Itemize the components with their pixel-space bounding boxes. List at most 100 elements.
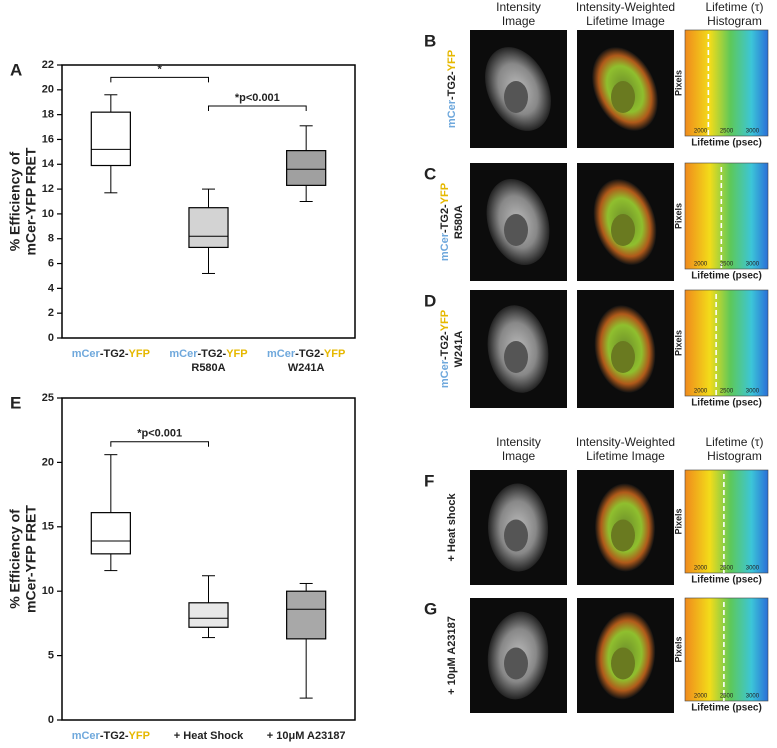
hist-tick-label: 3000 xyxy=(746,129,760,135)
hist-y-label: Pixels xyxy=(673,330,683,356)
y-tick-label: 20 xyxy=(42,84,54,96)
hist-tick-label: 3000 xyxy=(746,389,760,395)
plot-frame xyxy=(61,397,356,721)
hist-tick-label: 3000 xyxy=(746,694,760,700)
column-header: Image xyxy=(502,449,536,463)
y-tick-label: 15 xyxy=(42,521,54,533)
x-tick-label-part: mCer xyxy=(267,348,296,360)
row-label-part: mCer xyxy=(446,99,458,128)
box xyxy=(286,150,327,186)
hist-y-label: Pixels xyxy=(673,636,683,662)
box xyxy=(188,602,229,628)
y-tick-label: 20 xyxy=(42,456,54,468)
hist-tick-label: 2500 xyxy=(720,129,734,135)
row-label-part: -TG2- xyxy=(439,331,451,360)
hist-tick-label: 3000 xyxy=(746,262,760,268)
significance-bracket xyxy=(110,76,209,83)
column-header: Intensity-Weighted xyxy=(576,0,675,14)
hist-x-label: Lifetime (psec) xyxy=(691,271,762,282)
hist-tick-label: 3000 xyxy=(746,566,760,572)
y-tick-label: 4 xyxy=(48,282,55,294)
hist-tick-label: 2500 xyxy=(720,566,734,572)
row-label-part: YFP xyxy=(439,183,451,204)
plot-frame xyxy=(61,64,356,339)
x-tick-sublabel: W241A xyxy=(288,362,325,374)
y-tick-label: 22 xyxy=(42,59,54,71)
hist-y-label: Pixels xyxy=(673,203,683,229)
y-tick-label: 16 xyxy=(42,133,54,145)
x-tick-label-part: + Heat Shock xyxy=(174,730,244,742)
y-tick-label: 6 xyxy=(48,257,54,269)
hist-tick-label: 2000 xyxy=(694,694,708,700)
x-tick-label-part: YFP xyxy=(129,348,150,360)
box xyxy=(90,111,131,167)
nucleus xyxy=(611,647,635,680)
nucleus xyxy=(611,341,635,373)
hist-x-label: Lifetime (psec) xyxy=(691,703,762,714)
x-tick-label: mCer-TG2-YFP xyxy=(267,348,345,360)
x-tick-label: mCer-TG2-YFP xyxy=(72,348,150,360)
x-tick-label-part: mCer xyxy=(72,730,101,742)
column-header: Lifetime (τ) xyxy=(705,435,763,449)
histogram xyxy=(684,29,769,137)
row-label-part: -TG2- xyxy=(446,71,458,100)
hist-tick-label: 2000 xyxy=(694,566,708,572)
x-tick-label-part: YFP xyxy=(226,348,247,360)
y-tick-label: 8 xyxy=(48,233,54,245)
nucleus xyxy=(611,81,635,113)
x-tick-label: mCer-TG2-YFP xyxy=(169,348,247,360)
x-tick-label: mCer-TG2-YFP xyxy=(72,730,150,742)
hist-y-label: Pixels xyxy=(673,508,683,534)
y-axis-label: % Efficiency of xyxy=(7,509,23,609)
hist-x-label: Lifetime (psec) xyxy=(691,138,762,149)
row-label-part: + 10μM A23187 xyxy=(446,616,458,695)
row-sublabel: R580A xyxy=(453,205,465,239)
column-header: Intensity xyxy=(496,0,541,14)
x-tick-label: + Heat Shock xyxy=(174,730,244,742)
row-label: mCer-TG2-YFP xyxy=(439,310,451,388)
histogram xyxy=(684,162,769,270)
hist-tick-label: 2000 xyxy=(694,129,708,135)
panel-letter: E xyxy=(10,393,21,412)
row-label-part: + Heat shock xyxy=(446,493,458,562)
panel-letter: F xyxy=(424,471,434,490)
x-tick-label-part: mCer xyxy=(72,348,101,360)
histogram xyxy=(684,289,769,397)
box xyxy=(188,207,229,249)
x-tick-label-part: -TG2- xyxy=(295,348,324,360)
nucleus xyxy=(611,214,635,246)
nucleus xyxy=(504,214,528,246)
row-label: + Heat shock xyxy=(446,493,458,562)
row-label-part: YFP xyxy=(439,310,451,331)
column-header: Histogram xyxy=(707,14,762,28)
x-tick-sublabel: R580A xyxy=(191,362,225,374)
y-tick-label: 0 xyxy=(48,714,54,726)
x-tick-label-part: + 10μM A23187 xyxy=(267,730,346,742)
x-tick-label-part: YFP xyxy=(129,730,150,742)
row-label: mCer-TG2-YFP xyxy=(446,50,458,128)
x-tick-label-part: mCer xyxy=(169,348,198,360)
panel-letter: B xyxy=(424,31,436,50)
hist-tick-label: 2000 xyxy=(694,389,708,395)
hist-tick-label: 2000 xyxy=(694,262,708,268)
column-header: Intensity-Weighted xyxy=(576,435,675,449)
y-tick-label: 25 xyxy=(42,392,54,404)
column-header: Intensity xyxy=(496,435,541,449)
significance-bracket xyxy=(208,105,307,111)
y-axis-label: % Efficiency of xyxy=(7,151,23,251)
panel-letter: G xyxy=(424,599,437,618)
hist-tick-label: 2500 xyxy=(720,694,734,700)
nucleus xyxy=(504,341,528,373)
nucleus xyxy=(504,647,528,680)
y-tick-label: 10 xyxy=(42,208,54,220)
row-label-part: mCer xyxy=(439,232,451,261)
significance-label: * xyxy=(158,63,163,75)
histogram xyxy=(684,597,769,702)
x-tick-label: + 10μM A23187 xyxy=(267,730,346,742)
y-tick-label: 5 xyxy=(48,650,54,662)
hist-y-label: Pixels xyxy=(673,70,683,96)
hist-tick-label: 2500 xyxy=(720,262,734,268)
significance-bracket xyxy=(110,441,209,447)
column-header: Lifetime (τ) xyxy=(705,0,763,14)
